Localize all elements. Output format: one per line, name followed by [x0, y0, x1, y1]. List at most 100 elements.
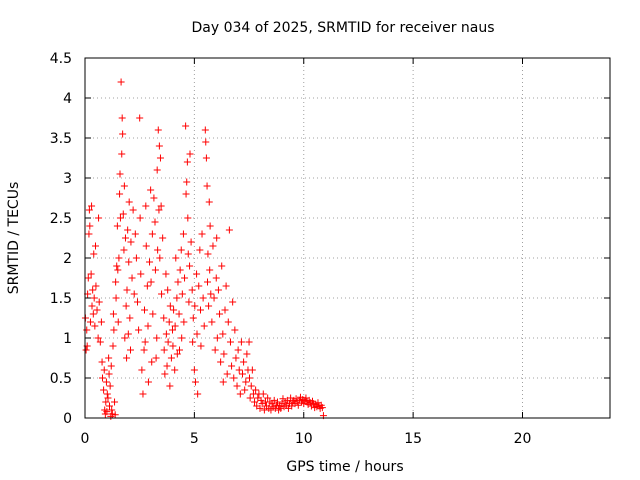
data-point-marker: [140, 346, 148, 354]
data-point-marker: [84, 274, 92, 282]
data-point-marker: [144, 378, 152, 386]
data-point-marker: [169, 326, 176, 334]
data-point-marker: [87, 270, 95, 278]
data-point-marker: [102, 398, 110, 406]
y-tick-label: 0.5: [50, 371, 72, 387]
data-point-marker: [118, 150, 126, 158]
data-point-marker: [217, 358, 225, 366]
data-point-marker: [124, 226, 132, 234]
data-point-marker: [274, 398, 281, 406]
data-point-marker: [99, 374, 106, 382]
data-point-marker: [172, 254, 180, 262]
data-point-marker: [155, 206, 163, 214]
data-point-marker: [92, 282, 100, 290]
data-point-marker: [181, 274, 189, 282]
data-point-marker: [126, 314, 134, 322]
data-point-marker: [86, 222, 94, 230]
data-point-marker: [100, 386, 108, 394]
data-point-marker: [139, 390, 147, 398]
data-point-marker: [256, 404, 264, 412]
data-point-marker: [203, 182, 211, 190]
data-point-marker: [232, 354, 240, 362]
data-point-marker: [169, 342, 177, 350]
data-point-marker: [292, 395, 300, 403]
data-point-marker: [149, 310, 157, 318]
data-point-marker: [214, 286, 222, 294]
data-point-marker: [111, 398, 119, 406]
data-point-marker: [114, 266, 122, 274]
data-point-marker: [189, 314, 197, 322]
data-point-marker: [129, 206, 137, 214]
data-point-marker: [206, 266, 214, 274]
data-point-marker: [235, 366, 243, 374]
data-point-marker: [191, 302, 199, 310]
data-point-marker: [90, 294, 98, 302]
data-point-marker: [146, 258, 154, 266]
data-point-marker: [162, 330, 170, 338]
data-point-marker: [176, 266, 184, 274]
data-point-marker: [156, 254, 164, 262]
data-point-marker: [202, 154, 210, 162]
data-point-marker: [259, 390, 267, 398]
data-point-marker: [166, 302, 174, 310]
data-point-marker: [189, 338, 197, 346]
data-point-marker: [148, 230, 156, 238]
data-point-marker: [163, 362, 171, 370]
data-point-marker: [121, 334, 129, 342]
data-point-marker: [159, 234, 167, 242]
data-point-marker: [113, 262, 121, 270]
data-point-marker: [142, 242, 150, 250]
data-point-marker: [270, 396, 278, 404]
data-point-marker: [193, 330, 201, 338]
data-point-marker: [204, 278, 211, 286]
data-point-marker: [104, 394, 112, 402]
data-point-marker: [257, 396, 265, 404]
y-tick-label: 3.5: [50, 131, 72, 147]
data-point-marker: [136, 214, 144, 222]
data-point-marker: [124, 330, 132, 338]
x-tick-label: 10: [295, 431, 313, 447]
data-point-marker: [153, 334, 161, 342]
data-point-marker: [236, 390, 244, 398]
data-point-marker: [241, 386, 249, 394]
data-point-marker: [127, 346, 134, 354]
data-point-marker: [196, 246, 204, 254]
data-point-marker: [82, 346, 90, 354]
data-point-marker: [85, 206, 93, 214]
data-point-marker: [240, 358, 248, 366]
data-point-marker: [243, 350, 251, 358]
data-point-marker: [112, 294, 120, 302]
data-point-marker: [160, 314, 168, 322]
data-point-marker: [115, 254, 123, 262]
data-point-marker: [105, 354, 113, 362]
data-point-marker: [177, 246, 185, 254]
data-point-marker: [185, 298, 193, 306]
data-point-marker: [144, 322, 152, 330]
data-point-marker: [188, 286, 196, 294]
data-point-marker: [184, 214, 192, 222]
data-point-marker: [127, 238, 135, 246]
data-point-marker: [96, 338, 104, 346]
data-point-marker: [143, 282, 151, 290]
x-tick-label: 20: [514, 431, 532, 447]
data-point-marker: [212, 274, 220, 282]
data-point-marker: [246, 374, 253, 382]
data-point-marker: [260, 406, 268, 414]
data-point-marker: [202, 138, 210, 146]
data-point-marker: [178, 290, 186, 298]
data-point-marker: [123, 286, 131, 294]
data-point-marker: [183, 158, 191, 166]
data-point-marker: [100, 366, 108, 374]
data-point-marker: [94, 334, 102, 342]
data-point-marker: [162, 270, 170, 278]
data-point-marker: [92, 242, 99, 250]
data-point-marker: [219, 378, 227, 386]
data-point-marker: [251, 398, 259, 406]
data-point-marker: [218, 262, 226, 270]
data-point-marker: [199, 294, 207, 302]
data-point-marker: [160, 346, 168, 354]
data-point-marker: [148, 358, 156, 366]
data-point-marker: [233, 382, 241, 390]
data-point-marker: [125, 198, 133, 206]
data-point-marker: [98, 358, 106, 366]
